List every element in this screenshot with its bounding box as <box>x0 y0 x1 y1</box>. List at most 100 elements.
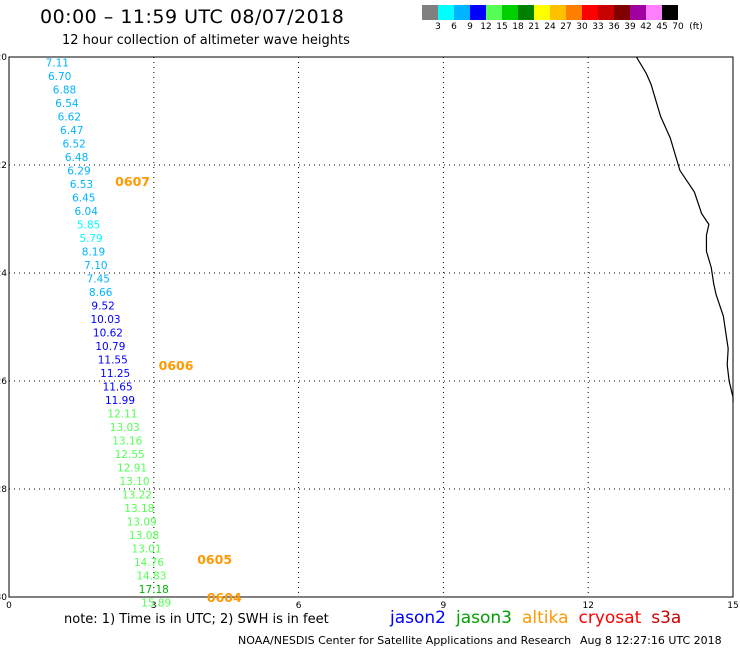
wave-height-label: 12.55 <box>115 449 145 461</box>
wave-height-color-legend: 3 6 9 12 15 18 21 24 27 30 33 36 39 42 45 70 (ft) <box>422 5 703 34</box>
legend-label: 6 <box>451 22 457 32</box>
legend-label: 15 <box>496 22 508 32</box>
footer-note: note: 1) Time is in UTC; 2) SWH is in fe… <box>64 612 329 627</box>
legend-swatch <box>662 5 678 20</box>
legend-label: 45 <box>656 22 668 32</box>
map-frame <box>8 56 734 598</box>
time-marker: 0606 <box>159 358 194 373</box>
wave-height-label: 6.45 <box>72 192 95 204</box>
legend-label: 39 <box>624 22 636 32</box>
legend-labels: 3 6 9 12 15 18 21 24 27 30 33 36 39 42 45 70 (ft) <box>422 20 703 34</box>
wave-height-label: 8.66 <box>89 287 113 299</box>
legend-swatch <box>454 5 470 20</box>
legend-label: 30 <box>576 22 588 32</box>
wave-height-label: 6.70 <box>48 71 71 83</box>
wave-height-label: 6.29 <box>67 165 90 177</box>
legend-swatch <box>630 5 646 20</box>
map-title: 00:00 – 11:59 UTC 08/07/2018 <box>40 6 345 28</box>
time-marker: 0605 <box>197 552 232 567</box>
legend-label: 3 <box>435 22 441 32</box>
wave-height-label: 6.54 <box>55 98 79 110</box>
wave-height-label: 17.18 <box>139 584 169 596</box>
wave-height-label: 6.53 <box>70 179 93 191</box>
wave-height-label: 12.11 <box>107 408 137 420</box>
latitude-label: -22 <box>0 161 7 171</box>
wave-height-label: 13.01 <box>132 543 162 555</box>
wave-height-label: 13.08 <box>129 530 159 542</box>
wave-height-label: 9.52 <box>91 300 114 312</box>
satellite-name: jason2 <box>390 608 446 628</box>
legend-swatch <box>566 5 582 20</box>
credit-line: NOAA/NESDIS Center for Satellite Applica… <box>238 634 572 647</box>
latitude-label: -30 <box>0 593 7 603</box>
legend-label: 27 <box>560 22 572 32</box>
wave-height-label: 6.04 <box>75 206 99 218</box>
legend-label: 42 <box>640 22 652 32</box>
latitude-label: -26 <box>0 377 7 387</box>
legend-swatch <box>598 5 614 20</box>
legend-swatch <box>502 5 518 20</box>
satellite-name: jason3 <box>456 608 512 628</box>
latitude-label: -24 <box>0 269 7 279</box>
legend-unit: (ft) <box>689 22 703 32</box>
time-marker: 0604 <box>207 590 242 605</box>
wave-height-label: 6.48 <box>65 152 88 164</box>
wave-height-label: 7.10 <box>84 260 107 272</box>
legend-label: 36 <box>608 22 620 32</box>
latitude-label: -20 <box>0 53 7 63</box>
longitude-label: 9 <box>441 601 447 611</box>
wave-height-label: 10.62 <box>93 327 123 339</box>
wave-height-label: 10.79 <box>95 341 125 353</box>
wave-height-label: 11.25 <box>100 368 130 380</box>
satellite-legend: jason2 jason3 altika cryosat s3a <box>390 608 691 628</box>
wave-height-label: 13.22 <box>122 489 152 501</box>
longitude-label: 6 <box>296 601 302 611</box>
wave-height-label: 11.99 <box>105 395 135 407</box>
wave-height-label: 13.16 <box>112 435 142 447</box>
wave-height-label: 14.83 <box>136 570 166 582</box>
legend-label: 70 <box>672 22 684 32</box>
wave-height-label: 10.03 <box>91 314 121 326</box>
legend-swatch <box>534 5 550 20</box>
legend-color-bar <box>422 5 678 20</box>
legend-swatch <box>518 5 534 20</box>
longitude-label: 3 <box>151 601 157 611</box>
legend-swatch <box>614 5 630 20</box>
wave-height-label: 5.85 <box>77 219 100 231</box>
legend-label: 9 <box>467 22 473 32</box>
legend-swatch <box>438 5 454 20</box>
wave-height-label: 13.03 <box>110 422 140 434</box>
satellite-name: cryosat <box>578 608 642 628</box>
coastline <box>635 56 734 403</box>
longitude-label: 0 <box>6 601 12 611</box>
legend-label: 33 <box>592 22 604 32</box>
legend-swatch <box>646 5 662 20</box>
generated-timestamp: Aug 8 12:27:16 UTC 2018 <box>580 634 722 647</box>
wave-height-label: 7.45 <box>87 273 110 285</box>
legend-swatch <box>470 5 486 20</box>
wave-height-label: 11.55 <box>98 354 128 366</box>
legend-label: 18 <box>512 22 524 32</box>
wave-height-label: 11.65 <box>103 381 133 393</box>
wave-height-label: 12.91 <box>117 462 147 474</box>
legend-label: 24 <box>544 22 556 32</box>
wave-height-label: 13.18 <box>124 503 154 515</box>
wave-height-label: 13.09 <box>127 516 157 528</box>
wave-height-label: 5.79 <box>79 233 102 245</box>
latitude-label: -28 <box>0 485 7 495</box>
map-subtitle: 12 hour collection of altimeter wave hei… <box>62 33 350 48</box>
wave-height-label: 13.10 <box>119 476 149 488</box>
legend-swatch <box>486 5 502 20</box>
satellite-name: s3a <box>651 608 682 628</box>
wave-height-label: 15.89 <box>141 597 171 609</box>
wave-height-label: 6.62 <box>58 111 81 123</box>
wave-height-label: 14.76 <box>134 557 164 569</box>
legend-swatch <box>582 5 598 20</box>
wave-height-label: 6.88 <box>53 84 76 96</box>
longitude-label: 15 <box>727 601 738 611</box>
satellite-name: altika <box>522 608 569 628</box>
wave-height-label: 6.47 <box>60 125 83 137</box>
legend-label: 12 <box>480 22 492 32</box>
time-marker: 0607 <box>115 174 150 189</box>
